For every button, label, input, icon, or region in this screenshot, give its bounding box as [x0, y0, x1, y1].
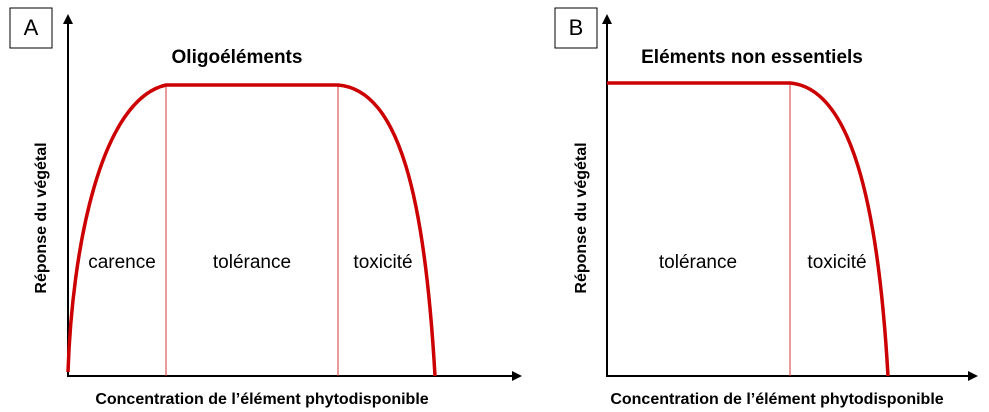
- title: Oligoéléments: [172, 47, 303, 68]
- label-box: [9, 7, 53, 49]
- x-axis-label: Concentration de l’élément phytodisponib…: [610, 391, 943, 408]
- zone-label: tolérance: [659, 252, 737, 273]
- title: Eléments non essentiels: [641, 47, 863, 68]
- y-axis-label: Réponse du végétal: [573, 142, 590, 293]
- panel-label: A: [24, 15, 39, 40]
- zone-label: toxicité: [807, 252, 866, 273]
- zone-label: tolérance: [213, 252, 291, 273]
- panel-b: B Eléments non essentiels tolérance toxi…: [554, 7, 978, 408]
- zone-label: toxicité: [353, 252, 412, 273]
- x-axis-label: Concentration de l’élément phytodisponib…: [95, 391, 428, 408]
- label-box: [554, 7, 598, 49]
- panel-a: A Oligoéléments carence tolérance toxici…: [9, 7, 522, 408]
- zone-label: carence: [88, 252, 156, 273]
- curve: [607, 81, 890, 377]
- curve: [66, 83, 437, 377]
- panel-label: B: [569, 15, 584, 40]
- y-axis-label: Réponse du végétal: [33, 142, 50, 293]
